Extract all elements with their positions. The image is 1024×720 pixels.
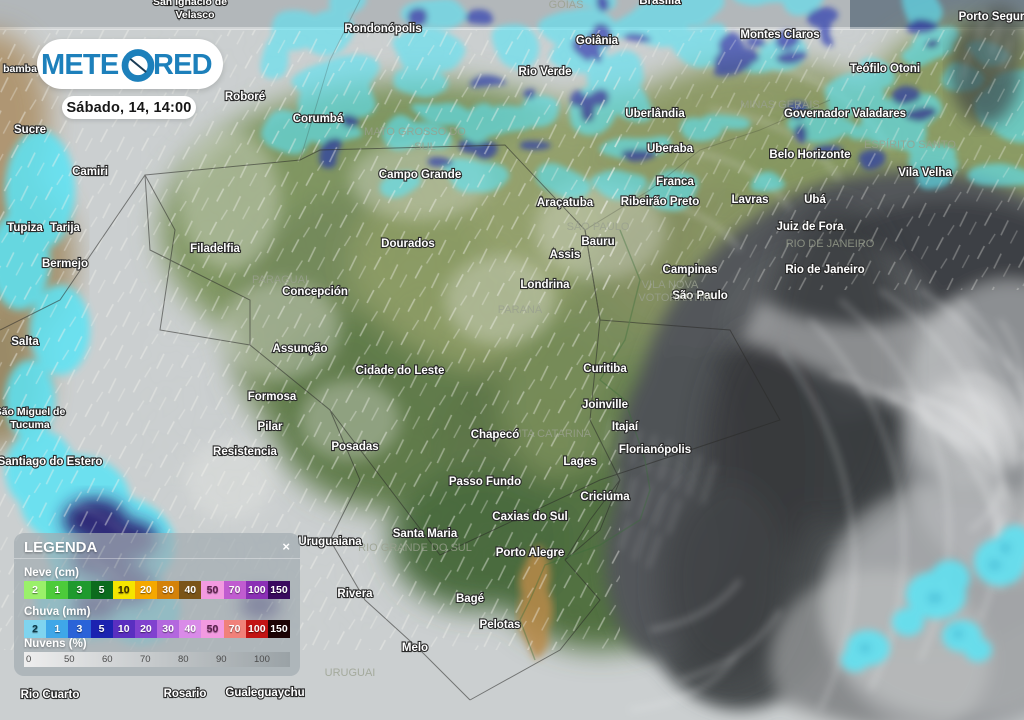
svg-text:Franca: Franca: [656, 176, 694, 188]
svg-text:Pelotas: Pelotas: [480, 619, 521, 631]
svg-text:Concepción: Concepción: [282, 286, 348, 298]
svg-text:Araçatuba: Araçatuba: [537, 197, 594, 209]
svg-text:Bagé: Bagé: [456, 593, 484, 605]
svg-text:Tarija: Tarija: [50, 222, 80, 234]
svg-text:RED: RED: [153, 49, 212, 81]
svg-text:Melo: Melo: [402, 642, 428, 654]
svg-text:Dourados: Dourados: [381, 238, 435, 250]
svg-text:Chapecó: Chapecó: [471, 429, 520, 441]
svg-text:Velasco: Velasco: [175, 9, 214, 21]
svg-text:Campo Grande: Campo Grande: [379, 169, 461, 181]
svg-text:Tupiza: Tupiza: [7, 222, 43, 234]
svg-text:Brasília: Brasília: [639, 0, 681, 7]
svg-text:Ubá: Ubá: [804, 194, 826, 206]
svg-text:ESPÍRITO SANTO: ESPÍRITO SANTO: [864, 138, 956, 151]
svg-text:Pilar: Pilar: [258, 421, 283, 433]
svg-text:Joinville: Joinville: [582, 399, 628, 411]
svg-text:Lages: Lages: [563, 456, 596, 468]
svg-text:VOTORANTIM: VOTORANTIM: [638, 292, 711, 304]
svg-text:Itajaí: Itajaí: [612, 421, 639, 433]
svg-text:Rio de Janeiro: Rio de Janeiro: [785, 264, 864, 276]
svg-text:Santiago do Estero: Santiago do Estero: [0, 456, 102, 468]
svg-text:São Miguel de: São Miguel de: [0, 406, 65, 418]
svg-text:Bauru: Bauru: [581, 236, 614, 248]
svg-text:San Ignacio de: San Ignacio de: [153, 0, 227, 8]
svg-text:bamba: bamba: [3, 63, 37, 75]
svg-text:SUL: SUL: [414, 141, 435, 153]
svg-text:Posadas: Posadas: [331, 441, 378, 453]
svg-text:RIO DE JANEIRO: RIO DE JANEIRO: [786, 238, 875, 250]
svg-text:Uruguaiana: Uruguaiana: [298, 536, 362, 548]
svg-text:Gualeguaychu: Gualeguaychu: [225, 687, 304, 699]
svg-text:Teófilo Otoni: Teófilo Otoni: [850, 63, 920, 75]
svg-text:Cidade do Leste: Cidade do Leste: [356, 365, 445, 377]
svg-text:SÃO PAULO: SÃO PAULO: [567, 220, 630, 233]
svg-text:RIO GRANDE DO SUL: RIO GRANDE DO SUL: [358, 542, 472, 554]
svg-text:Uberaba: Uberaba: [647, 143, 694, 155]
svg-text:PARAGUAI: PARAGUAI: [252, 274, 308, 286]
svg-text:Governador Valadares: Governador Valadares: [784, 108, 906, 120]
svg-text:Lavras: Lavras: [731, 194, 768, 206]
svg-text:Porto Seguro: Porto Seguro: [959, 11, 1024, 23]
svg-text:Corumbá: Corumbá: [293, 113, 344, 125]
svg-text:Filadelfia: Filadelfia: [190, 243, 240, 255]
svg-text:Montes Claros: Montes Claros: [740, 29, 819, 41]
svg-text:Campinas: Campinas: [663, 264, 718, 276]
svg-text:Formosa: Formosa: [248, 391, 297, 403]
svg-text:Salta: Salta: [11, 336, 39, 348]
svg-text:GOIÁS: GOIÁS: [549, 0, 584, 11]
svg-text:Passo Fundo: Passo Fundo: [449, 476, 521, 488]
svg-text:Florianópolis: Florianópolis: [619, 444, 691, 456]
svg-text:Camiri: Camiri: [72, 166, 108, 178]
svg-text:Juiz de Fora: Juiz de Fora: [776, 221, 844, 233]
svg-text:Rio Cuarto: Rio Cuarto: [21, 689, 80, 701]
svg-text:Assis: Assis: [550, 249, 581, 261]
svg-text:Criciúma: Criciúma: [580, 491, 630, 503]
svg-text:VILA NOVA: VILA NOVA: [642, 279, 699, 291]
svg-text:Uberlândia: Uberlândia: [625, 108, 685, 120]
svg-text:Rosario: Rosario: [164, 688, 207, 700]
svg-text:Rivera: Rivera: [337, 588, 373, 600]
svg-text:Vila Velha: Vila Velha: [898, 167, 952, 179]
svg-text:Tucuma: Tucuma: [10, 419, 50, 431]
svg-text:Rondonópolis: Rondonópolis: [344, 23, 421, 35]
svg-text:Assunção: Assunção: [273, 343, 328, 355]
svg-text:Ribeirão Preto: Ribeirão Preto: [621, 196, 700, 208]
svg-text:MATO GROSSO DO: MATO GROSSO DO: [364, 126, 466, 138]
svg-text:Santa Maria: Santa Maria: [393, 528, 458, 540]
svg-text:URUGUAI: URUGUAI: [325, 667, 376, 679]
svg-text:Caxias do Sul: Caxias do Sul: [492, 511, 567, 523]
svg-text:Resistencia: Resistencia: [213, 446, 278, 458]
svg-text:Rio Verde: Rio Verde: [518, 66, 571, 78]
svg-text:Curitiba: Curitiba: [583, 363, 627, 375]
svg-text:Goiânia: Goiânia: [576, 35, 619, 47]
svg-text:Bermejo: Bermejo: [42, 258, 88, 270]
svg-text:Porto Alegre: Porto Alegre: [496, 547, 565, 559]
svg-text:Belo Horizonte: Belo Horizonte: [769, 149, 850, 161]
svg-text:Londrina: Londrina: [520, 279, 570, 291]
svg-text:PARANÁ: PARANÁ: [498, 303, 543, 316]
svg-text:Sucre: Sucre: [14, 124, 46, 136]
svg-text:Roboré: Roboré: [225, 91, 265, 103]
svg-text:METE: METE: [41, 49, 119, 81]
